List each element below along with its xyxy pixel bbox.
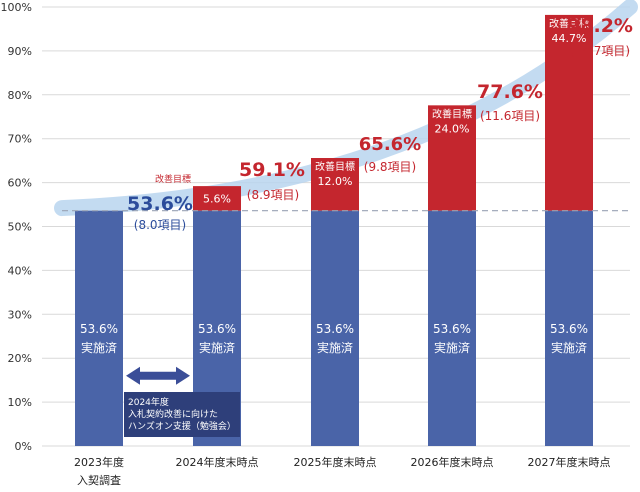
target-label-caption: 改善目標	[549, 17, 589, 30]
double-arrow-icon	[126, 366, 190, 385]
bar-data-label: 実施済	[81, 340, 117, 355]
x-tick-label: 2023年度	[74, 455, 124, 469]
total-value-label: 53.6%	[127, 193, 193, 215]
target-label-caption: 改善目標	[432, 107, 472, 120]
bar-data-label: 53.6%	[550, 322, 588, 336]
target-label-value: 5.6%	[203, 192, 231, 205]
target-label-value: 12.0%	[318, 175, 353, 188]
total-items-label: (8.9項目)	[247, 188, 299, 202]
x-tick-label: 2024年度末時点	[176, 455, 259, 469]
y-tick-label: 10%	[8, 396, 32, 409]
bar-data-label: 実施済	[199, 340, 235, 355]
y-tick-label: 30%	[8, 308, 32, 321]
y-tick-label: 40%	[8, 264, 32, 277]
bar-implemented	[311, 210, 359, 446]
total-value-label: 65.6%	[359, 134, 421, 155]
y-tick-label: 80%	[8, 89, 32, 102]
x-tick-label: 2025年度末時点	[294, 455, 377, 469]
x-tick-label: 入契調査	[77, 473, 121, 487]
bar-data-label: 実施済	[317, 340, 353, 355]
bar-target	[311, 158, 359, 211]
total-items-label: (8.0項目)	[134, 218, 186, 232]
y-tick-label: 70%	[8, 133, 32, 146]
x-tick-label: 2026年度末時点	[411, 455, 494, 469]
annotation-text: 入札契約改善に向けた	[128, 408, 218, 420]
y-tick-label: 60%	[8, 177, 32, 190]
bar-target	[545, 14, 593, 211]
bar-target	[193, 186, 241, 211]
annotation-box	[124, 392, 240, 437]
target-label-value: 24.0%	[435, 122, 470, 135]
bar-data-label: 53.6%	[80, 322, 118, 336]
bar-data-label: 53.6%	[433, 322, 471, 336]
bar-data-label: 53.6%	[316, 322, 354, 336]
bar-data-label: 実施済	[551, 340, 587, 355]
y-tick-label: 50%	[8, 221, 32, 234]
total-items-label: (14.7項目)	[570, 44, 630, 58]
annotation-text: ハンズオン支援（勉強会）	[128, 420, 236, 432]
total-value-label: 59.1%	[239, 159, 305, 181]
bar-implemented	[75, 210, 123, 446]
y-tick-label: 100%	[1, 1, 32, 14]
y-tick-label: 0%	[15, 440, 32, 453]
annotation-text: 2024年度	[128, 396, 169, 408]
total-items-label: (9.8項目)	[364, 160, 416, 174]
bar-implemented	[545, 210, 593, 446]
target-label-caption: 改善目標	[315, 160, 355, 173]
x-tick-label: 2027年度末時点	[528, 455, 611, 469]
y-tick-label: 20%	[8, 352, 32, 365]
target-label-caption: 改善目標	[155, 173, 191, 185]
total-value-label: 98.2%	[567, 15, 633, 37]
total-value-label: 77.6%	[477, 81, 543, 103]
bar-data-label: 実施済	[434, 340, 470, 355]
y-tick-label: 90%	[8, 45, 32, 58]
bar-target	[428, 105, 476, 211]
bar-implemented	[428, 210, 476, 446]
target-label-value: 44.7%	[552, 32, 587, 45]
total-items-label: (11.6項目)	[480, 109, 540, 123]
bar-data-label: 53.6%	[198, 322, 236, 336]
